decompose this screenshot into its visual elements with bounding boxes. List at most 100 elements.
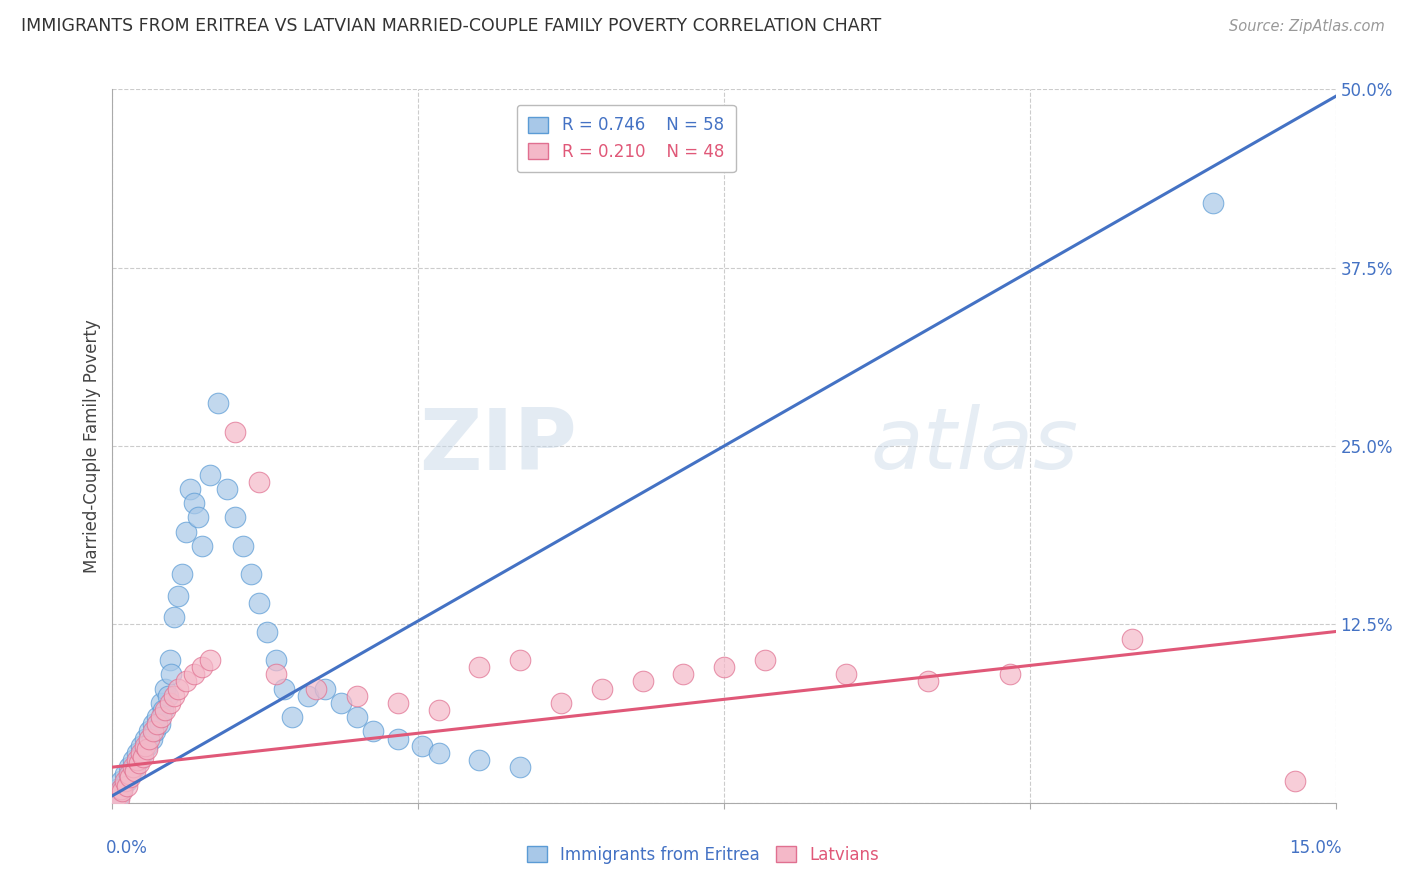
Point: [135, 741, 157, 756]
Point: [297, 689, 319, 703]
Point: [835, 667, 858, 681]
Point: [122, 760, 145, 774]
Point: [1202, 196, 1225, 211]
Point: [346, 710, 368, 724]
Point: [183, 667, 205, 681]
Point: [305, 681, 328, 696]
Point: [179, 482, 201, 496]
Point: [132, 746, 155, 760]
Point: [134, 739, 156, 753]
Point: [174, 524, 197, 539]
Point: [124, 764, 146, 779]
Point: [163, 689, 186, 703]
Point: [135, 739, 157, 753]
Point: [247, 475, 270, 489]
Text: 15.0%: 15.0%: [1289, 838, 1341, 856]
Point: [124, 760, 146, 774]
Text: IMMIGRANTS FROM ERITREA VS LATVIAN MARRIED-COUPLE FAMILY POVERTY CORRELATION CHA: IMMIGRANTS FROM ERITREA VS LATVIAN MARRI…: [21, 17, 882, 35]
Point: [163, 610, 186, 624]
Point: [281, 710, 304, 724]
Point: [143, 724, 166, 739]
Point: [129, 746, 152, 760]
Point: [132, 750, 155, 764]
Point: [141, 731, 163, 746]
Point: [247, 596, 270, 610]
Point: [150, 696, 173, 710]
Point: [264, 653, 287, 667]
Point: [232, 539, 254, 553]
Point: [105, 789, 128, 803]
Point: [187, 510, 209, 524]
Point: [122, 753, 145, 767]
Point: [160, 667, 183, 681]
Point: [142, 717, 165, 731]
Point: [1121, 632, 1143, 646]
Point: [387, 696, 409, 710]
Point: [224, 510, 246, 524]
Point: [128, 756, 150, 770]
Text: atlas: atlas: [870, 404, 1078, 488]
Point: [105, 781, 128, 796]
Point: [713, 660, 735, 674]
Point: [114, 767, 136, 781]
Point: [120, 767, 142, 781]
Point: [110, 781, 132, 796]
Point: [998, 667, 1021, 681]
Point: [1284, 774, 1306, 789]
Point: [224, 425, 246, 439]
Point: [128, 753, 150, 767]
Point: [550, 696, 572, 710]
Point: [159, 696, 181, 710]
Point: [118, 767, 141, 781]
Point: [509, 760, 531, 774]
Point: [411, 739, 433, 753]
Point: [346, 689, 368, 703]
Point: [427, 746, 450, 760]
Point: [110, 774, 132, 789]
Point: [138, 724, 160, 739]
Point: [754, 653, 776, 667]
Point: [150, 710, 173, 724]
Point: [631, 674, 654, 689]
Point: [134, 731, 156, 746]
Point: [129, 739, 152, 753]
Point: [156, 689, 179, 703]
Point: [108, 789, 131, 803]
Point: [174, 674, 197, 689]
Point: [200, 467, 222, 482]
Point: [170, 567, 193, 582]
Point: [155, 681, 177, 696]
Point: [273, 681, 295, 696]
Point: [215, 482, 238, 496]
Point: [142, 724, 165, 739]
Point: [149, 717, 172, 731]
Legend: Immigrants from Eritrea, Latvians: Immigrants from Eritrea, Latvians: [520, 839, 886, 871]
Point: [146, 717, 169, 731]
Point: [427, 703, 450, 717]
Point: [191, 660, 214, 674]
Point: [152, 703, 174, 717]
Point: [115, 779, 138, 793]
Point: [468, 660, 491, 674]
Point: [468, 753, 491, 767]
Point: [240, 567, 263, 582]
Point: [111, 784, 134, 798]
Point: [155, 703, 177, 717]
Text: ZIP: ZIP: [419, 404, 578, 488]
Point: [111, 781, 134, 796]
Point: [363, 724, 385, 739]
Point: [207, 396, 229, 410]
Point: [120, 770, 142, 784]
Point: [166, 681, 188, 696]
Point: [314, 681, 336, 696]
Point: [329, 696, 352, 710]
Point: [200, 653, 222, 667]
Point: [256, 624, 278, 639]
Point: [591, 681, 613, 696]
Point: [917, 674, 939, 689]
Point: [125, 746, 148, 760]
Point: [159, 653, 181, 667]
Point: [125, 753, 148, 767]
Text: Source: ZipAtlas.com: Source: ZipAtlas.com: [1229, 20, 1385, 34]
Point: [264, 667, 287, 681]
